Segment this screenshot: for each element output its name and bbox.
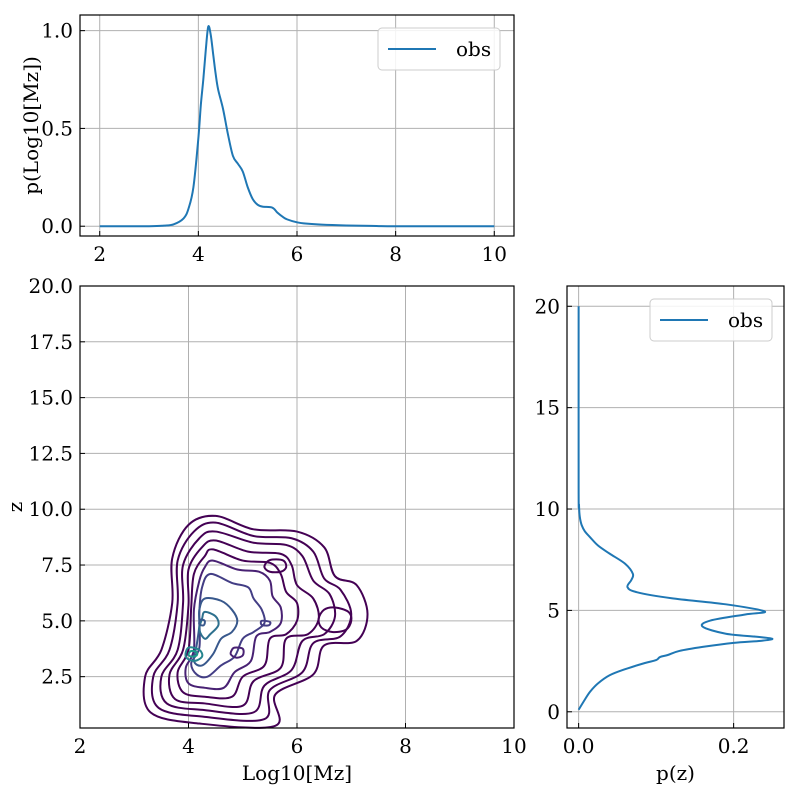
contour-line <box>167 539 320 709</box>
legend-box <box>649 298 773 342</box>
x-tick-label: 0.2 <box>718 734 750 758</box>
marginal-z-ticks: 0.0 0.2 0 5 10 15 20 <box>535 294 750 758</box>
x-tick-label: 6 <box>291 242 304 266</box>
contour-line <box>184 646 204 663</box>
marginal-z-frame <box>566 285 785 729</box>
series-line-obs <box>577 306 774 711</box>
marginal-mass-series <box>99 25 495 228</box>
marginal-z-panel: 0.0 0.2 0 5 10 15 20 p(z) obs <box>535 285 785 785</box>
legend-label-obs: obs <box>456 37 491 61</box>
contour-line <box>317 606 353 634</box>
y-tick-label: 7.5 <box>41 553 73 577</box>
x-tick-label: 2 <box>74 734 87 758</box>
y-tick-label: 1.0 <box>41 19 73 43</box>
contour-line <box>229 646 245 659</box>
y-tick-label: 0.0 <box>41 214 73 238</box>
y-tick-label: 0 <box>547 700 560 724</box>
y-tick-label: 5.0 <box>41 609 73 633</box>
joint-contour-ticks: 2 4 6 8 10 2.5 5.0 7.5 10.0 12.5 15.0 17.5 20.0 <box>28 274 526 758</box>
y-tick-label: 15 <box>535 396 560 420</box>
y-tick-label: 17.5 <box>28 330 73 354</box>
x-tick-label: 6 <box>291 734 304 758</box>
y-tick-label: 5 <box>547 598 560 622</box>
joint-contour-xlabel: Log10[Mz] <box>242 761 352 785</box>
marginal-mass-legend: obs <box>377 27 501 71</box>
contour-line <box>259 619 272 627</box>
series-line-obs <box>99 25 495 228</box>
legend-label-obs: obs <box>728 308 763 332</box>
x-tick-label: 8 <box>389 242 402 266</box>
marginal-mass-ticks: 2 4 6 8 10 0.0 0.5 1.0 <box>41 19 507 266</box>
x-tick-label: 4 <box>182 734 195 758</box>
marginal-mass-ylabel: p(Log10[Mz]) <box>19 56 43 195</box>
contour-line <box>176 548 300 700</box>
joint-contour-lines <box>142 514 369 729</box>
y-tick-label: 20.0 <box>28 274 73 298</box>
marginal-mass-panel: 2 4 6 8 10 0.0 0.5 1.0 p(Log10[Mz]) obs <box>19 14 515 266</box>
marginal-z-series <box>577 306 774 711</box>
contour-line <box>150 521 353 722</box>
y-tick-label: 0.5 <box>41 116 73 140</box>
contour-line <box>159 530 337 715</box>
x-tick-label: 4 <box>192 242 205 266</box>
contour-line <box>142 514 369 729</box>
contour-line <box>263 558 288 574</box>
x-tick-label: 10 <box>482 242 507 266</box>
legend-box <box>377 27 501 71</box>
joint-contour-panel: 2 4 6 8 10 2.5 5.0 7.5 10.0 12.5 15.0 17.5 20.0 Log1… <box>3 274 527 785</box>
y-tick-label: 10.0 <box>28 497 73 521</box>
x-tick-label: 8 <box>399 734 412 758</box>
x-tick-label: 0.0 <box>563 734 595 758</box>
marginal-z-xlabel: p(z) <box>656 761 695 785</box>
y-tick-label: 2.5 <box>41 665 73 689</box>
y-tick-label: 20 <box>535 294 560 318</box>
contour-line <box>187 649 199 658</box>
marginal-z-legend: obs <box>649 298 773 342</box>
contour-line <box>198 618 206 627</box>
contour-line <box>184 559 283 691</box>
joint-contour-ylabel: z <box>3 502 27 513</box>
x-tick-label: 2 <box>93 242 106 266</box>
y-tick-label: 12.5 <box>28 441 73 465</box>
y-tick-label: 10 <box>535 497 560 521</box>
x-tick-label: 10 <box>501 734 526 758</box>
y-tick-label: 15.0 <box>28 386 73 410</box>
